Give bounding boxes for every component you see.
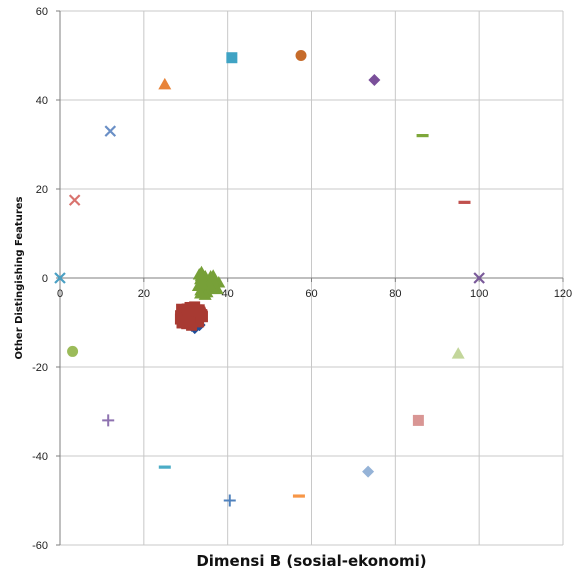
y-tick-label: 40 (36, 95, 48, 107)
data-points (54, 50, 485, 507)
x-tick-label: 80 (389, 288, 401, 300)
data-point (451, 347, 465, 359)
axes (56, 10, 564, 546)
data-point (416, 134, 429, 138)
data-point (226, 52, 238, 64)
y-tick-label: 0 (42, 273, 48, 285)
cluster-point (180, 315, 192, 327)
data-point (67, 345, 79, 357)
data-point (473, 272, 485, 284)
cluster-point (194, 286, 208, 299)
y-tick-label: 20 (36, 184, 48, 196)
data-point (158, 465, 171, 469)
x-tick-label: 120 (554, 288, 572, 300)
data-point (295, 50, 307, 61)
data-point (362, 465, 375, 478)
y-tick-label: -20 (32, 362, 48, 374)
y-axis-label: Other Distingishing Features (14, 196, 25, 359)
tick-labels: 0 20 40 60 80 100 120 -60 -40 -20 20 40 60 0 (32, 6, 572, 552)
cluster-point (182, 305, 194, 317)
y-tick-label: 60 (36, 6, 48, 18)
x-tick-label: 100 (470, 288, 488, 300)
y-tick-label: -60 (32, 540, 48, 552)
data-point (102, 414, 115, 427)
data-point (368, 73, 381, 86)
x-tick-label: 60 (305, 288, 317, 300)
data-point (158, 77, 172, 90)
data-point (68, 194, 81, 206)
data-point (292, 494, 305, 498)
cluster-point (194, 269, 208, 281)
data-point (54, 272, 66, 284)
data-point (104, 125, 117, 137)
x-axis-label: Dimensi B (sosial-ekonomi) (196, 552, 426, 570)
data-point (412, 414, 424, 426)
cluster-point (194, 306, 206, 318)
data-point (223, 494, 236, 507)
x-tick-label: 20 (138, 288, 150, 300)
x-tick-label: 0 (57, 288, 63, 300)
x-tick-label: 40 (222, 288, 234, 300)
data-point (458, 200, 471, 204)
y-tick-label: -40 (32, 451, 48, 463)
